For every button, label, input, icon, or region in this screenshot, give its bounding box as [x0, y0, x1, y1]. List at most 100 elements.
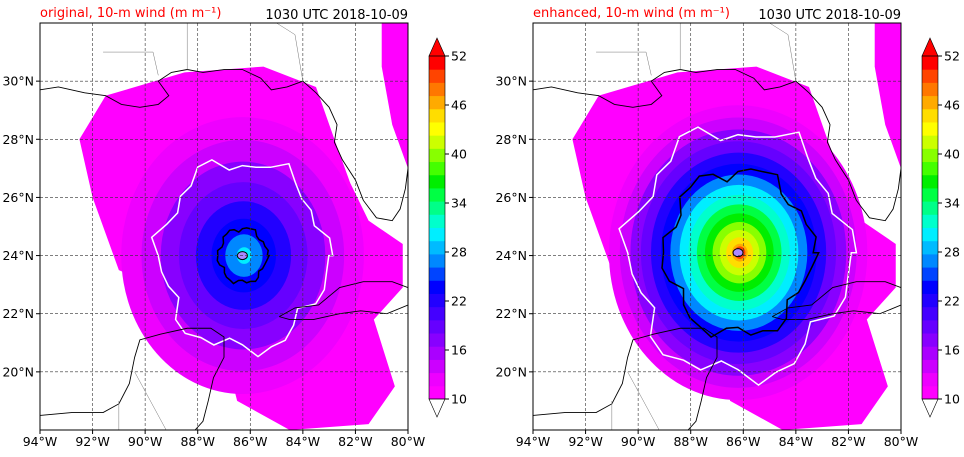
colorbar-segment: [922, 161, 938, 176]
panel-title: original, 10-m wind (m m⁻¹): [40, 6, 221, 21]
colorbar-segment: [429, 56, 445, 70]
map-frame: [532, 22, 902, 431]
colorbar-frame: [428, 55, 446, 400]
colorbar-tick-label: 34: [944, 196, 960, 211]
x-tick-label: 90°W: [128, 434, 163, 449]
political-border: [134, 371, 167, 430]
political-border: [627, 371, 660, 430]
coastline-mexico: [40, 327, 225, 430]
colorbar-segment: [429, 293, 445, 308]
colorbar-tick-label: 28: [944, 245, 960, 260]
colorbar-tick-label: 46: [944, 98, 960, 113]
x-tick-label: 94°W: [23, 434, 58, 449]
colorbar-tick-label: 28: [451, 245, 467, 260]
colorbar-segment: [922, 293, 938, 308]
colorbar-tick-label: 22: [451, 294, 467, 309]
x-tick-label: 92°W: [568, 434, 603, 449]
colorbar-tick-label: 40: [451, 147, 467, 162]
colorbar-tick-label: 34: [451, 196, 467, 211]
colorbar-segment: [922, 227, 938, 242]
colorbar-extend-max: [428, 37, 446, 57]
y-tick-label: 24°N: [495, 248, 527, 263]
colorbar-segment: [922, 240, 938, 255]
x-tick-label: 84°W: [779, 434, 814, 449]
colorbar-segment: [922, 333, 938, 347]
political-border: [659, 429, 660, 430]
colorbar-segment: [429, 227, 445, 242]
political-border: [572, 400, 613, 430]
colorbar-segment: [429, 121, 445, 136]
x-tick-label: 86°W: [726, 434, 761, 449]
colorbar-extend-min: [428, 398, 446, 418]
colorbar-tick-label: 46: [451, 98, 467, 113]
political-border: [103, 51, 159, 76]
y-tick-label: 26°N: [2, 190, 34, 205]
political-border: [769, 23, 797, 82]
colorbar-segment: [922, 372, 938, 387]
y-tick-label: 24°N: [2, 248, 34, 263]
coastline-us: [40, 23, 408, 222]
colorbar-frame: [921, 55, 939, 400]
colorbar-segment: [922, 95, 938, 110]
y-tick-label: 20°N: [495, 364, 527, 379]
colorbar-segment: [922, 201, 938, 215]
political-border: [276, 23, 304, 82]
coastline-mexico: [533, 327, 718, 430]
map-panel-1: original, 10-m wind (m m⁻¹) 1030 UTC 2018…: [2, 6, 466, 449]
map-frame: [39, 22, 409, 431]
map-panel-2: enhanced, 10-m wind (m m⁻¹) 1030 UTC 2018…: [495, 6, 959, 449]
x-tick-label: 80°W: [884, 434, 919, 449]
coastline-cuba: [771, 281, 901, 320]
colorbar-segment: [429, 135, 445, 149]
colorbar-segment: [922, 174, 938, 189]
colorbar-segment: [429, 346, 445, 360]
panel-time-label: 1030 UTC 2018-10-09: [758, 8, 901, 23]
panel-title: enhanced, 10-m wind (m m⁻¹): [533, 6, 730, 21]
y-tick-label: 30°N: [2, 74, 34, 89]
x-tick-label: 88°W: [673, 434, 708, 449]
colorbar-tick-label: 52: [451, 49, 467, 64]
x-tick-label: 84°W: [286, 434, 321, 449]
colorbar-segment: [922, 359, 938, 374]
colorbar-segment: [922, 121, 938, 136]
political-border: [79, 400, 120, 430]
colorbar-segment: [429, 148, 445, 163]
colorbar-segment: [429, 372, 445, 387]
colorbar-segment: [429, 359, 445, 374]
wind-field-atlantic: [381, 23, 408, 169]
colorbar-segment: [429, 108, 445, 123]
colorbar: 10 16 22 28 34 40 46 52: [921, 37, 960, 418]
colorbar-segment: [922, 385, 938, 400]
y-tick-label: 22°N: [2, 306, 34, 321]
coastline-cuba: [278, 281, 408, 320]
wind-contour: [618, 126, 858, 387]
colorbar-tick-label: 40: [944, 147, 960, 162]
colorbar-segment: [922, 82, 938, 97]
colorbar-tick-label: 52: [944, 49, 960, 64]
colorbar-tick-label: 10: [451, 392, 467, 407]
colorbar-segment: [922, 214, 938, 228]
colorbar-segment: [429, 240, 445, 255]
colorbar-segment: [429, 319, 445, 334]
colorbar-segment: [922, 267, 938, 281]
colorbar-segment: [429, 214, 445, 228]
colorbar-segment: [922, 135, 938, 149]
colorbar-segment: [429, 161, 445, 176]
wind-field-atlantic: [874, 23, 901, 169]
colorbar-segment: [922, 346, 938, 360]
colorbar-segment: [429, 385, 445, 400]
colorbar-segment: [922, 319, 938, 334]
colorbar-segment: [429, 253, 445, 268]
colorbar-segment: [429, 174, 445, 189]
map-area: [533, 23, 901, 430]
x-tick-label: 86°W: [233, 434, 268, 449]
x-tick-label: 90°W: [621, 434, 656, 449]
wind-contour: [150, 158, 334, 358]
colorbar-segment: [429, 82, 445, 97]
colorbar-tick-label: 16: [451, 343, 467, 358]
colorbar-segment: [429, 69, 445, 83]
x-tick-label: 88°W: [180, 434, 215, 449]
colorbar-segment: [429, 280, 445, 294]
wind-contour: [661, 168, 820, 339]
